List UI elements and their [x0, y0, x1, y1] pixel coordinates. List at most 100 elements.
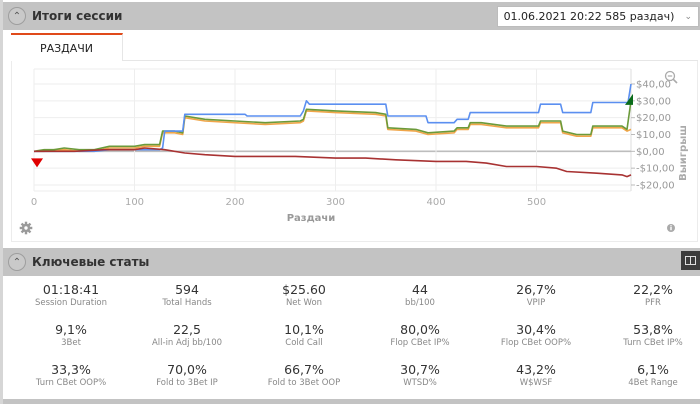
stat-item: 30,7% WTSD% [362, 363, 478, 389]
x-tick-label: 100 [125, 197, 144, 208]
session-select-value: 01.06.2021 20:22 585 раздач) [503, 10, 675, 23]
series-line-net-won [33, 100, 632, 153]
collapse-key-stats-button[interactable]: ⌃ [8, 253, 26, 271]
x-tick-label: 0 [31, 197, 37, 208]
session-select[interactable]: 01.06.2021 20:22 585 раздач) ⌄ [496, 6, 699, 27]
stat-label: Session Duration [34, 298, 108, 308]
stat-value: 30,4% [516, 322, 556, 337]
stat-label: All-in Adj bb/100 [151, 338, 223, 348]
stat-value: 30,7% [400, 362, 440, 377]
stat-label: Net Won [285, 298, 323, 308]
x-axis-ticks: 0 100 200 300 400 500 [31, 197, 546, 208]
stat-value: 594 [175, 282, 199, 297]
stat-label: W$WSF [519, 378, 553, 388]
winnings-chart: 0 100 200 300 400 500 $40,00 $30,00 $20,00 $10,0… [19, 68, 689, 235]
series-line-all-in-ev [34, 83, 632, 153]
stat-label: Flop CBet OOP% [500, 338, 572, 348]
stat-item: 26,7% VPIP [478, 283, 594, 309]
x-axis-label: Раздачи [287, 213, 336, 224]
stat-item: 6,1% 4Bet Range [595, 363, 700, 389]
y-tick-label: -$20,00 [636, 181, 675, 192]
chevron-up-icon: ⌃ [12, 10, 22, 22]
session-summary-header: ⌃ Итоги сессии 01.06.2021 20:22 585 разд… [3, 2, 700, 30]
stat-value: 53,8% [633, 322, 673, 337]
stat-item: 01:18:41 Session Duration [13, 283, 129, 309]
stat-item: 30,4% Flop CBet OOP% [478, 323, 594, 349]
stat-item: 10,1% Cold Call [246, 323, 362, 349]
y-tick-label: $40,00 [636, 80, 671, 91]
stat-item: 33,3% Turn CBet OOP% [13, 363, 129, 389]
y-tick-label: $20,00 [636, 113, 671, 124]
tab-hands[interactable]: РАЗДАЧИ [11, 33, 123, 61]
stat-value: 10,1% [284, 322, 324, 337]
y-tick-label: $30,00 [636, 96, 671, 107]
stat-label: Fold to 3Bet IP [156, 378, 218, 388]
stat-item: 80,0% Flop CBet IP% [362, 323, 478, 349]
stat-value: 9,1% [55, 322, 87, 337]
session-summary-title: Итоги сессии [32, 9, 123, 23]
series-line-showdown [34, 110, 632, 153]
stat-value: 26,7% [516, 282, 556, 297]
stat-item: 70,0% Fold to 3Bet IP [129, 363, 245, 389]
x-tick-label: 300 [326, 197, 345, 208]
stat-label: Turn CBet OOP% [35, 378, 107, 388]
stat-item: 9,1% 3Bet [13, 323, 129, 349]
stat-value: 22,2% [633, 282, 673, 297]
chevron-down-icon: ⌄ [684, 11, 692, 22]
stat-label: Turn CBet IP% [623, 338, 683, 348]
stat-label: 4Bet Range [628, 378, 678, 388]
info-icon[interactable] [667, 224, 675, 232]
x-tick-label: 200 [225, 197, 244, 208]
y-tick-label: $0,00 [636, 147, 665, 158]
series-line-non-showdown [34, 147, 632, 178]
stat-value: 44 [412, 282, 428, 297]
stat-item: 53,8% Turn CBet IP% [595, 323, 700, 349]
stat-label: 3Bet [61, 338, 81, 348]
chart-markers [31, 93, 633, 168]
stat-value: $25.60 [282, 282, 326, 297]
stat-item: 22,5 All-in Adj bb/100 [129, 323, 245, 349]
stat-value: 22,5 [173, 322, 201, 337]
stat-value: 80,0% [400, 322, 440, 337]
key-stats-title: Ключевые статы [32, 255, 150, 269]
tab-divider [123, 60, 698, 61]
stat-item: 44 bb/100 [362, 283, 478, 309]
stat-label: Flop CBet IP% [390, 338, 450, 348]
bottom-section-bar [3, 399, 700, 404]
chart-panel: 0 100 200 300 400 500 $40,00 $30,00 $20,00 $10,0… [11, 61, 698, 242]
stat-label: WTSD% [403, 378, 437, 388]
session-start-marker [31, 158, 44, 168]
stat-item: 594 Total Hands [129, 283, 245, 309]
tab-hands-label: РАЗДАЧИ [39, 41, 94, 55]
stat-label: Cold Call [285, 338, 323, 348]
settings-gear-icon[interactable] [19, 221, 33, 235]
y-tick-label: $10,00 [636, 130, 671, 141]
key-stats-header: ⌃ Ключевые статы [3, 248, 700, 276]
stat-item: 22,2% PFR [595, 283, 700, 309]
stat-item: $25.60 Net Won [246, 283, 362, 309]
stat-item: 43,2% W$WSF [478, 363, 594, 389]
session-end-marker [625, 93, 633, 105]
stat-value: 01:18:41 [42, 282, 100, 297]
layout-toggle-button[interactable] [681, 251, 700, 270]
stat-value: 33,3% [51, 362, 91, 377]
x-tick-label: 500 [527, 197, 546, 208]
y-axis-ticks: $40,00 $30,00 $20,00 $10,00 $0,00 -$10,00 -$20… [636, 80, 675, 192]
stat-value: 66,7% [284, 362, 324, 377]
chevron-up-icon: ⌃ [12, 256, 22, 268]
zoom-out-icon[interactable] [664, 70, 678, 84]
x-tick-label: 400 [426, 197, 445, 208]
stat-label: Fold to 3Bet OOP [267, 378, 341, 388]
y-axis-label: Выигрыш [678, 125, 689, 181]
columns-icon [685, 256, 696, 265]
stat-value: 6,1% [637, 362, 669, 377]
stat-label: VPIP [526, 298, 546, 308]
stat-label: bb/100 [405, 298, 435, 308]
stat-label: PFR [645, 298, 661, 308]
stat-item: 66,7% Fold to 3Bet OOP [246, 363, 362, 389]
y-tick-label: -$10,00 [636, 164, 675, 175]
stat-value: 70,0% [167, 362, 207, 377]
stat-label: Total Hands [162, 298, 212, 308]
collapse-session-summary-button[interactable]: ⌃ [8, 7, 26, 25]
stat-value: 43,2% [516, 362, 556, 377]
